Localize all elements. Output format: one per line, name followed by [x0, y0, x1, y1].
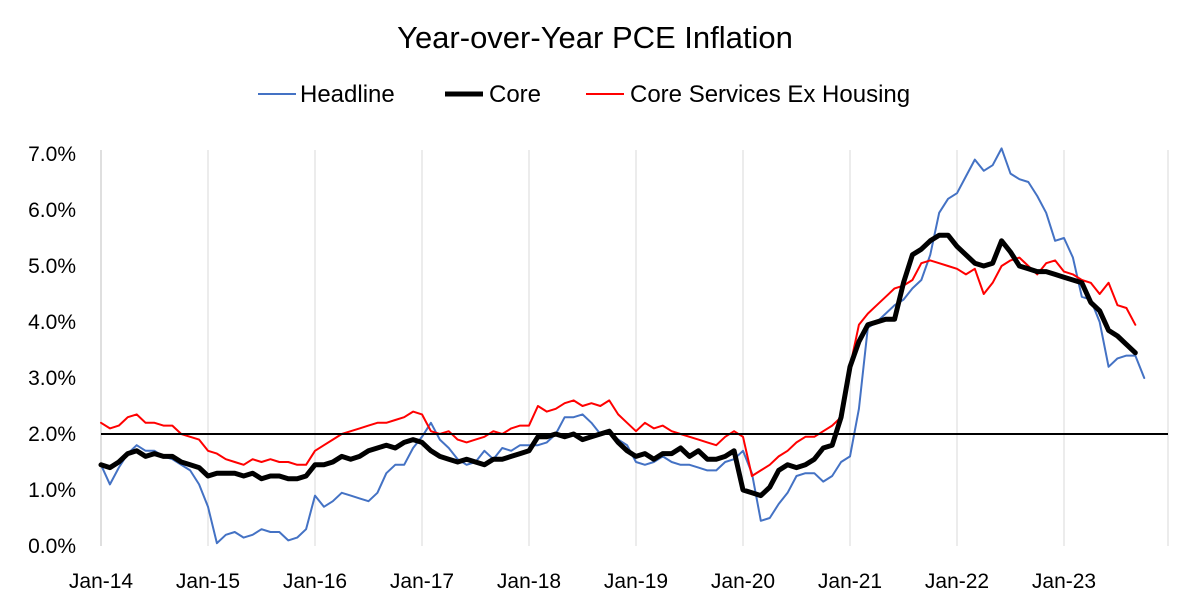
y-tick-label-4: 4.0%: [28, 311, 76, 334]
series-lines: [98, 147, 1146, 545]
legend-label-core: Core: [489, 81, 541, 108]
x-tick-label-jan-18: Jan-18: [497, 570, 561, 593]
x-tick-label-jan-21: Jan-21: [818, 570, 882, 593]
y-tick-label-2: 2.0%: [28, 423, 76, 446]
x-tick-label-jan-19: Jan-19: [604, 570, 668, 593]
legend-label-headline: Headline: [300, 81, 395, 108]
x-tick-label-jan-14: Jan-14: [69, 570, 134, 593]
x-tick-label-jan-20: Jan-20: [711, 570, 775, 593]
y-tick-label-6: 6.0%: [28, 199, 76, 222]
legend: Headline Core Core Services Ex Housing: [258, 81, 910, 108]
x-tick-label-jan-23: Jan-23: [1032, 570, 1096, 593]
x-tick-label-jan-17: Jan-17: [390, 570, 454, 593]
x-axis-ticks: Jan-14 Jan-15 Jan-16 Jan-17 Jan-18 Jan-19 Jan-…: [69, 570, 1096, 593]
y-tick-label-3: 3.0%: [28, 367, 76, 390]
y-tick-label-5: 5.0%: [28, 255, 76, 278]
legend-label-core-services-ex-housing: Core Services Ex Housing: [630, 81, 910, 108]
x-tick-label-jan-16: Jan-16: [283, 570, 347, 593]
y-tick-label-1: 1.0%: [28, 479, 76, 502]
chart-title: Year-over-Year PCE Inflation: [397, 20, 793, 55]
series-line-core: [98, 232, 1138, 499]
series-line-core-services-ex-housing: [100, 256, 1137, 477]
series-line-headline: [100, 147, 1146, 545]
gridlines: [100, 150, 1169, 546]
x-tick-label-jan-22: Jan-22: [925, 570, 989, 593]
y-tick-label-7: 7.0%: [28, 143, 76, 166]
x-tick-label-jan-15: Jan-15: [176, 570, 240, 593]
y-tick-label-0: 0.0%: [28, 535, 76, 558]
y-axis-ticks: 0.0% 1.0% 2.0% 3.0% 4.0% 5.0% 6.0% 7.0%: [28, 143, 76, 558]
